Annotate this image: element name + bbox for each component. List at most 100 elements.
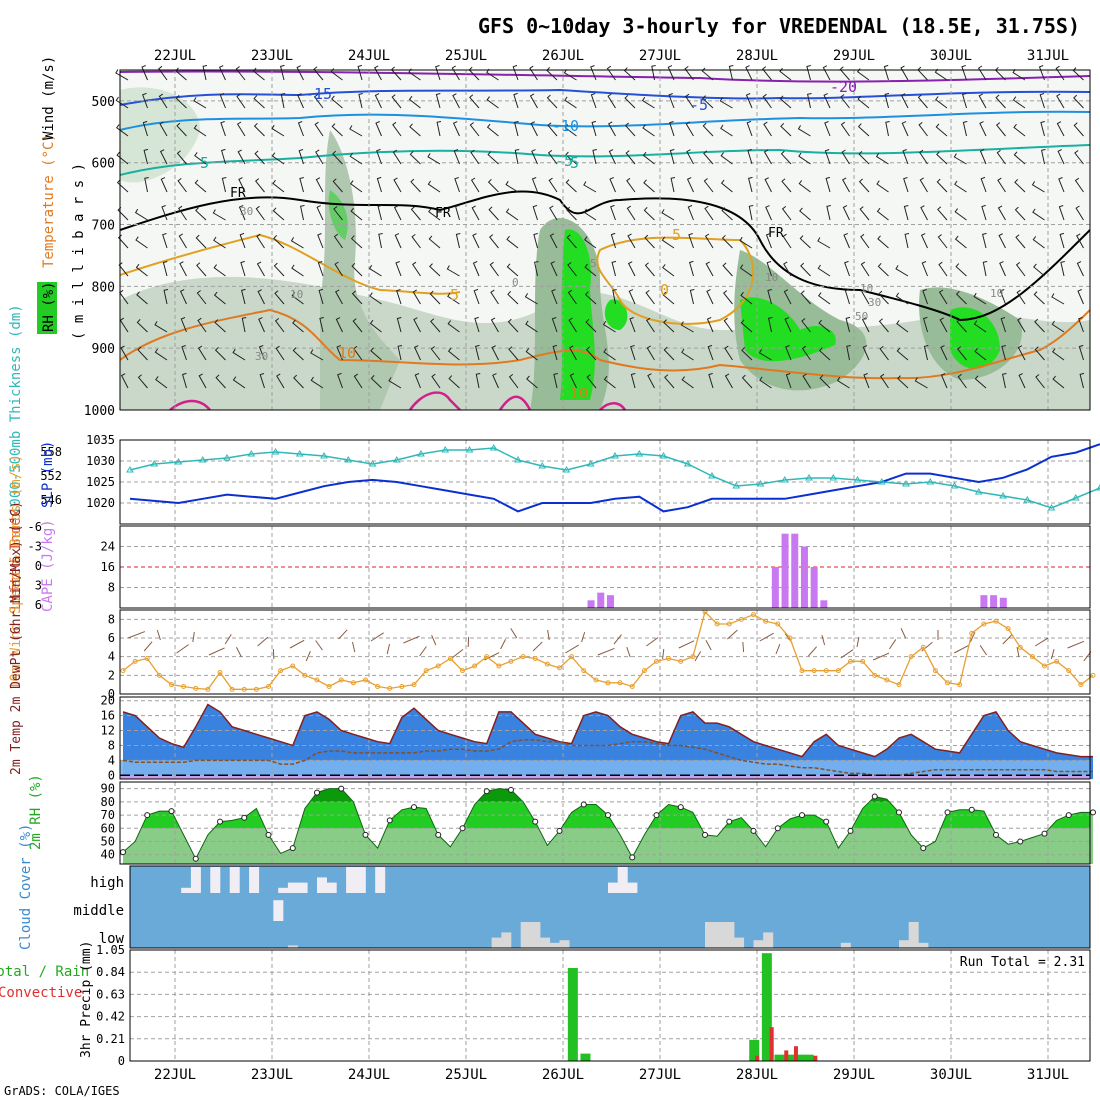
precip-tick: 0.63 [96,987,125,1001]
wind-barb [1000,317,1006,333]
date-label: 28JUL [736,1067,778,1083]
wind-speed-point [848,658,853,664]
wind-barb [689,289,695,305]
wind-barb [487,178,499,193]
wind-barb [875,152,889,165]
date-label: 28JUL [736,48,778,64]
wind-barb [630,345,636,361]
cloud-levels: high middle low [73,875,124,947]
precip-tick: 0.21 [96,1032,125,1046]
wind-speed-point [460,668,465,674]
wind-barb [662,291,675,305]
thickness-point [756,480,765,487]
precip-convective-bar [769,1027,774,1061]
cape-bar [800,546,808,608]
wind-barb [506,235,519,249]
axis-title-precip: 3hr Precip (mm) [79,941,94,1058]
wind-barb [704,233,714,249]
temperature-tick: 0 [108,768,115,782]
wind-barb [936,151,948,165]
wind-barb [708,372,714,389]
wind-barb [331,95,343,109]
wind-barb [694,651,702,662]
thickness-point [1071,494,1080,501]
wind-barb [651,65,656,81]
rh-point [629,854,636,861]
wind-barb [858,178,870,193]
wind-barb [276,373,285,389]
wind-barb [974,347,987,361]
wind-barb [609,177,616,193]
wind-barb [625,150,636,165]
wind-barb [842,205,850,221]
rh-point [338,785,345,792]
cape-grid [120,526,1090,608]
cape-bar [791,533,799,608]
cape-bar [810,567,818,608]
wind-barb [762,93,772,109]
wind-barb [895,265,909,277]
wind-speed-point [593,677,599,683]
wind-barb [779,95,792,109]
wind-barb [546,94,558,109]
rh-point [217,818,223,825]
wind-barb [221,177,227,193]
rh-point [677,804,684,811]
wind-barb [446,265,460,277]
wind-barb [386,643,390,655]
wind-barb [1059,232,1065,249]
wind-barb [627,261,636,277]
wind-speed-point [896,682,902,688]
wind-speed-point [144,656,150,662]
wind-barb [568,317,577,333]
wind-barb [903,177,909,193]
wind-barb [624,122,636,137]
wind-barb [936,178,948,193]
wind-barb [995,94,1006,109]
wind-barb [447,292,460,305]
cloud-bar [753,940,764,948]
wind-barb [646,345,655,361]
wind-barb [514,149,520,165]
wind-speed-point [120,668,126,674]
rh-point [1017,838,1024,845]
wind-barb [271,152,285,165]
wind-barb [396,317,402,333]
precip-total-bar [784,1054,795,1061]
wind-barb [530,121,538,137]
wind-speed-point [387,685,393,691]
wind-barb [720,124,733,137]
wind-barb [775,643,781,655]
wind-barb [663,346,675,361]
axis-title-temperature: Temperature (°C) [41,133,57,268]
rh-point [823,818,830,825]
rh-point [289,845,296,852]
wind-barb [999,261,1006,277]
wind-barb [1014,179,1026,193]
wind-barb [686,177,694,193]
wind-barb [888,639,897,650]
wind-barb [979,121,987,137]
wind-barb [836,376,850,389]
wind-barb [300,205,305,221]
wind-barb [1017,317,1026,333]
wind-speed-point [945,680,950,686]
wind-barb [566,234,577,249]
wind-barb [642,151,655,165]
wind-barb [740,319,753,333]
bottom-date-axis: 22JUL 23JUL 24JUL 25JUL 26JUL 27JUL 28JUL 29JUL… [154,1067,1069,1083]
wind-barb [981,204,987,221]
wind-barb [817,237,831,249]
wind-barb [724,345,733,361]
wind-barb [630,373,636,389]
wind-barb [974,375,987,389]
thickness-point [538,462,547,469]
wind-barb [969,632,976,643]
contour-label: 30 [240,205,253,218]
wind-barb [1052,375,1065,389]
wind-barb [1001,345,1006,361]
cloud-bar [714,922,725,948]
wind-barb [394,233,402,249]
lifted-index-tick: -6 [28,520,42,534]
rh-tick: 90 [101,782,115,796]
